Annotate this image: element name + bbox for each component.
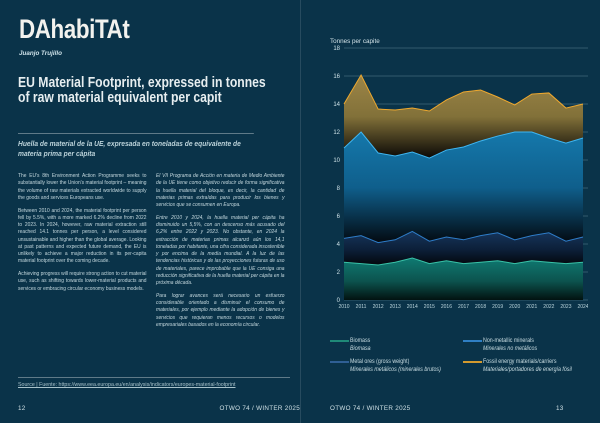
svg-text:2015: 2015 bbox=[424, 304, 435, 308]
svg-text:12: 12 bbox=[333, 130, 340, 136]
svg-text:2024: 2024 bbox=[577, 304, 588, 308]
svg-text:16: 16 bbox=[333, 74, 340, 80]
svg-text:2019: 2019 bbox=[492, 304, 503, 308]
svg-text:2010: 2010 bbox=[338, 304, 349, 308]
svg-text:18: 18 bbox=[333, 46, 340, 52]
svg-text:2018: 2018 bbox=[475, 304, 486, 308]
svg-text:2: 2 bbox=[337, 270, 341, 276]
svg-text:2020: 2020 bbox=[509, 304, 520, 308]
svg-text:14: 14 bbox=[333, 102, 340, 108]
svg-text:2021: 2021 bbox=[526, 304, 537, 308]
svg-text:8: 8 bbox=[337, 186, 341, 192]
svg-text:2022: 2022 bbox=[543, 304, 554, 308]
svg-text:2017: 2017 bbox=[458, 304, 469, 308]
svg-text:2014: 2014 bbox=[407, 304, 418, 308]
svg-text:4: 4 bbox=[337, 242, 341, 248]
svg-text:2013: 2013 bbox=[390, 304, 401, 308]
svg-text:6: 6 bbox=[337, 214, 341, 220]
svg-text:2023: 2023 bbox=[560, 304, 571, 308]
svg-text:2011: 2011 bbox=[356, 304, 367, 308]
svg-text:2012: 2012 bbox=[373, 304, 384, 308]
svg-text:10: 10 bbox=[333, 158, 340, 164]
svg-text:2016: 2016 bbox=[441, 304, 452, 308]
